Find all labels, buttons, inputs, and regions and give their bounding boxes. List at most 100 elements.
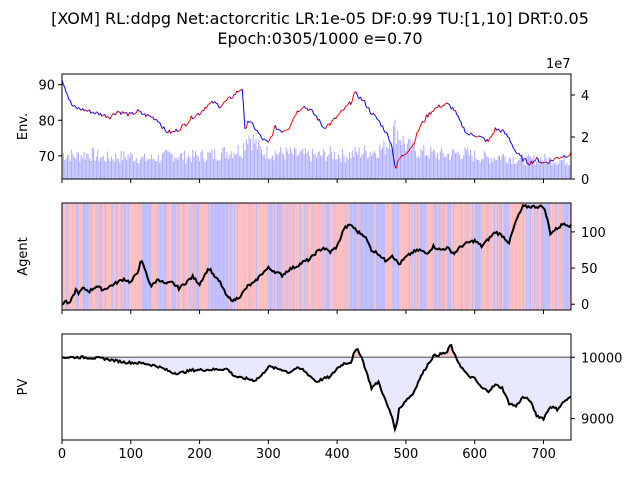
action-band: [178, 203, 181, 310]
x-tick-label: 0: [58, 447, 66, 462]
action-band: [154, 203, 156, 310]
action-band: [240, 203, 243, 310]
pv-loss-area: [377, 357, 379, 384]
action-band: [95, 203, 97, 310]
pv-loss-area: [288, 357, 291, 373]
action-band: [484, 203, 486, 310]
action-band: [271, 203, 273, 310]
price-segment: [92, 111, 94, 114]
price-segment: [416, 131, 419, 133]
action-band: [353, 203, 356, 310]
action-band: [434, 203, 437, 310]
price-segment: [529, 160, 532, 166]
action-band: [482, 203, 485, 310]
price-segment: [324, 127, 327, 130]
price-segment: [189, 115, 192, 121]
pv-loss-area: [196, 357, 199, 371]
action-band: [518, 203, 521, 310]
price-segment: [464, 131, 467, 134]
pv-loss-area: [393, 357, 395, 430]
price-segment: [122, 111, 125, 114]
price-segment: [318, 118, 322, 124]
price-segment: [105, 116, 108, 119]
action-band: [334, 203, 336, 310]
action-band: [275, 203, 277, 310]
action-band: [247, 203, 250, 310]
pv-fill: [62, 345, 571, 430]
action-band: [493, 203, 496, 310]
pv-loss-area: [546, 357, 548, 414]
pv-loss-area: [243, 357, 245, 380]
pv-loss-area: [178, 357, 181, 374]
x-tick-label: 700: [531, 447, 556, 462]
pv-loss-area: [415, 357, 417, 389]
price-segment: [379, 121, 382, 127]
action-band: [214, 203, 217, 310]
action-band: [67, 203, 69, 310]
action-band: [276, 203, 278, 310]
price-segment: [289, 122, 293, 127]
action-band: [121, 203, 123, 310]
price-segment: [156, 119, 159, 123]
action-band: [210, 203, 212, 310]
price-segment: [295, 110, 298, 116]
price-segment: [135, 109, 139, 113]
action-band: [170, 203, 173, 310]
price-segment: [111, 113, 114, 117]
action-band: [81, 203, 83, 310]
pv-loss-area: [481, 357, 483, 389]
action-band: [388, 203, 390, 310]
price-segment: [430, 111, 433, 115]
action-band: [299, 203, 302, 310]
agent-panel: 0 50 100 Agent: [16, 202, 606, 314]
action-band: [359, 203, 361, 310]
action-band: [331, 203, 334, 310]
pv-loss-area: [521, 357, 523, 399]
action-band: [108, 203, 111, 310]
action-band: [133, 203, 135, 310]
pv-loss-area: [536, 357, 538, 417]
pv-loss-area: [463, 357, 466, 372]
pv-loss-area: [375, 357, 378, 384]
action-band: [235, 203, 237, 310]
pv-loss-area: [410, 357, 412, 397]
pv-loss-area: [302, 357, 305, 372]
pv-loss-area: [224, 357, 226, 370]
pv-loss-area: [466, 357, 468, 375]
action-band: [143, 203, 145, 310]
action-band: [239, 203, 241, 310]
pv-loss-area: [520, 357, 522, 402]
action-band: [456, 203, 459, 310]
action-band: [139, 203, 141, 310]
action-band: [147, 203, 149, 310]
action-band: [414, 203, 416, 310]
pv-loss-area: [271, 357, 273, 367]
pv-loss-area: [169, 357, 171, 373]
pv-loss-area: [414, 357, 416, 392]
price-segment: [244, 127, 247, 130]
action-band: [319, 203, 321, 310]
pv-loss-area: [235, 357, 237, 377]
price-segment: [517, 152, 519, 155]
action-band: [203, 203, 206, 310]
price-segment: [368, 107, 371, 113]
action-band: [515, 203, 518, 310]
action-band: [496, 203, 499, 310]
action-band: [341, 203, 343, 310]
action-band: [284, 203, 287, 310]
action-band: [330, 203, 332, 310]
pv-loss-area: [320, 357, 323, 381]
price-segment: [522, 158, 525, 162]
action-band: [145, 203, 148, 310]
action-band: [458, 203, 460, 310]
price-segment: [552, 158, 555, 162]
action-band: [467, 203, 470, 310]
price-segment: [321, 126, 324, 128]
pv-loss-area: [287, 357, 289, 373]
price-segment: [139, 110, 143, 115]
action-band: [99, 203, 101, 310]
action-band: [471, 203, 474, 310]
pv-loss-area: [416, 357, 419, 387]
pv-loss-area: [273, 357, 276, 369]
pv-loss-area: [233, 357, 236, 377]
